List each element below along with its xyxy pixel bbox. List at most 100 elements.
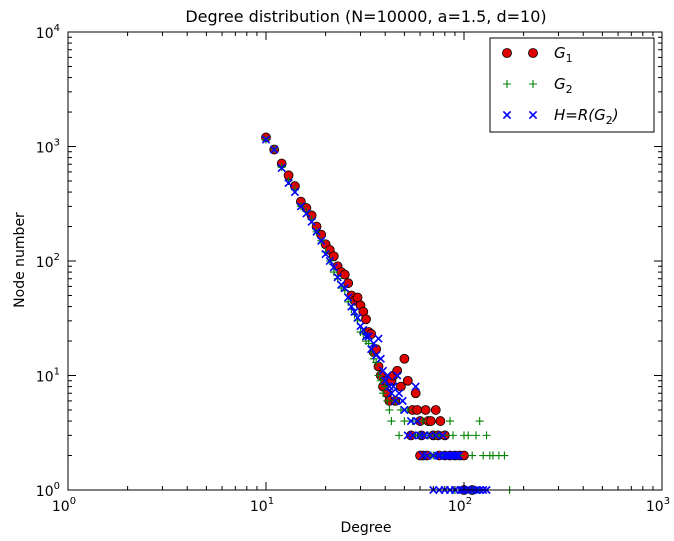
data-point-h: [270, 145, 279, 154]
data-point-g2: [464, 431, 473, 440]
data-point-g1: [412, 405, 423, 415]
data-point-g2: [376, 376, 385, 385]
data-point-h: [361, 332, 371, 341]
y-tick-label: 100: [36, 481, 60, 500]
legend-label-h: H=R(G2): [554, 106, 619, 127]
data-point-g1: [430, 405, 441, 415]
data-point-h: [325, 256, 334, 266]
data-point-h: [317, 236, 326, 246]
legend-entry-h: H=R(G2): [502, 106, 619, 127]
data-point-g2: [449, 431, 458, 440]
data-point-h: [296, 202, 306, 211]
series-h: [261, 135, 491, 495]
y-tick-label: 103: [36, 138, 60, 157]
data-point-h: [333, 273, 342, 282]
legend-marker-h: [528, 110, 538, 120]
data-point-g2: [446, 417, 455, 426]
legend-marker-g1: [502, 48, 512, 58]
data-point-g2: [374, 371, 383, 380]
legend-marker-g2: [529, 80, 537, 88]
data-point-h: [454, 451, 463, 460]
data-point-g1: [399, 353, 410, 364]
legend-marker-h: [502, 110, 512, 120]
data-point-g2: [475, 417, 484, 426]
data-point-h: [340, 283, 349, 293]
data-point-h: [425, 431, 434, 440]
data-point-g1: [410, 388, 421, 399]
data-point-g1: [435, 416, 446, 426]
legend-marker-g1: [528, 48, 538, 58]
data-point-h: [408, 431, 417, 440]
data-point-h: [353, 313, 362, 322]
data-point-g2: [387, 417, 396, 426]
data-point-g1: [392, 365, 403, 376]
data-point-h: [400, 405, 409, 415]
data-point-h: [376, 354, 385, 363]
data-point-g1: [361, 314, 371, 325]
data-point-h: [389, 382, 398, 391]
data-point-h: [350, 307, 359, 316]
data-point-h: [290, 187, 300, 197]
data-point-g1: [343, 278, 354, 289]
y-tick-label: 104: [36, 23, 60, 42]
plot-marks: [261, 132, 514, 495]
data-point-h: [284, 178, 293, 188]
series-g2: [262, 135, 514, 494]
data-point-g1: [402, 375, 413, 386]
data-point-h: [391, 396, 400, 406]
data-point-g2: [379, 389, 388, 398]
data-point-h: [381, 376, 390, 385]
data-point-h: [411, 382, 420, 391]
data-point-h: [329, 263, 338, 272]
x-tick-label: 103: [646, 496, 670, 515]
data-point-g2: [472, 431, 481, 440]
data-point-h: [412, 416, 422, 426]
data-point-g2: [424, 431, 433, 440]
data-point-h: [371, 351, 381, 360]
data-point-g2: [383, 396, 392, 405]
data-point-h: [347, 302, 356, 311]
data-point-h: [452, 451, 461, 460]
y-tick-label: 102: [36, 252, 60, 271]
data-point-h: [433, 451, 443, 460]
data-point-g2: [482, 431, 491, 440]
data-point-h: [387, 389, 396, 398]
data-point-h: [406, 416, 416, 426]
data-point-g2: [344, 297, 353, 306]
data-point-h: [367, 344, 376, 354]
data-point-h: [307, 217, 316, 226]
data-point-g2: [329, 268, 338, 277]
data-point-g1: [339, 269, 350, 280]
legend-label-g2: G2: [554, 75, 573, 96]
data-point-h: [393, 371, 402, 380]
legend: G1 G2 H=R(G2): [489, 37, 655, 133]
data-point-h: [277, 163, 286, 173]
data-point-g2: [381, 382, 390, 391]
legend-box: [489, 37, 655, 133]
data-point-g1: [425, 416, 436, 426]
data-point-h: [343, 293, 353, 302]
data-point-h: [383, 371, 392, 380]
legend-entry-g2: G2: [503, 75, 573, 96]
data-point-g2: [418, 417, 427, 426]
data-point-h: [261, 135, 271, 144]
data-point-g2: [395, 431, 404, 440]
legend-marker-g2: [503, 80, 511, 88]
data-point-g2: [500, 451, 509, 460]
series-g1: [261, 132, 478, 495]
data-point-h: [364, 332, 373, 341]
data-point-h: [394, 389, 404, 398]
chart-title: Degree distribution (N=10000, a=1.5, d=1…: [185, 7, 546, 26]
axis-ticks: 100 101 102 103 100 101 102 103 104: [36, 23, 670, 515]
data-point-h: [398, 396, 407, 406]
x-tick-label: 101: [250, 496, 274, 515]
x-tick-label: 100: [52, 496, 76, 515]
legend-entry-g1: G1: [502, 44, 573, 65]
data-point-h: [302, 209, 311, 218]
data-point-g2: [372, 358, 381, 367]
legend-label-g1: G1: [554, 44, 573, 65]
data-point-g2: [400, 417, 409, 426]
data-point-g1: [420, 405, 431, 415]
data-point-g2: [385, 405, 394, 414]
